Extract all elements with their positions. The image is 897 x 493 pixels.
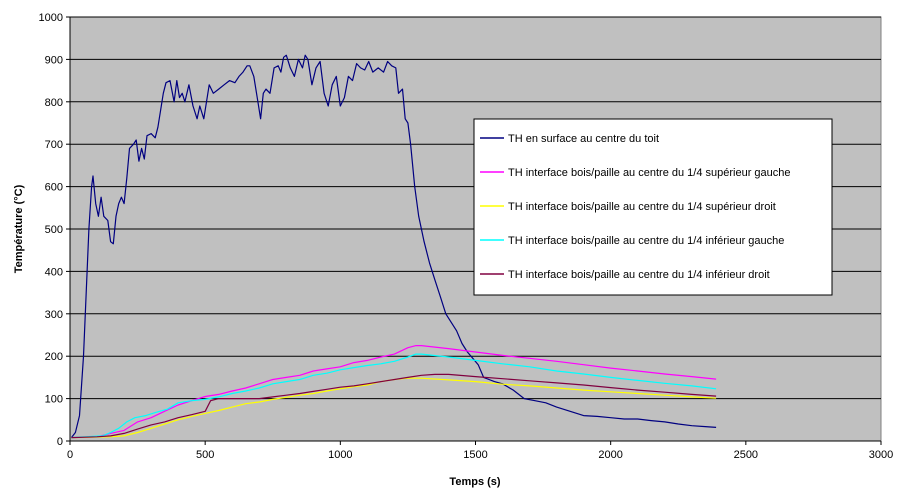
y-tick-label: 800 bbox=[45, 97, 63, 109]
x-tick-label: 1500 bbox=[463, 449, 487, 461]
legend-label-2: TH interface bois/paille au centre du 1/… bbox=[508, 167, 791, 179]
x-tick-label: 2500 bbox=[734, 449, 758, 461]
x-tick-label: 3000 bbox=[869, 449, 893, 461]
y-tick-label: 1000 bbox=[39, 12, 63, 24]
y-axis-title: Température (°C) bbox=[13, 184, 25, 273]
y-tick-label: 900 bbox=[45, 54, 63, 66]
series-line-2 bbox=[71, 345, 717, 439]
legend-label-4: TH interface bois/paille au centre du 1/… bbox=[508, 235, 784, 247]
y-tick-label: 500 bbox=[45, 224, 63, 236]
legend-label-5: TH interface bois/paille au centre du 1/… bbox=[508, 269, 770, 281]
x-axis-title: Temps (s) bbox=[449, 476, 500, 488]
legend-label-1: TH en surface au centre du toit bbox=[508, 133, 659, 145]
y-axis-tick-labels: 0 100 200 300 400 500 600 700 800 900 1000 bbox=[39, 12, 70, 448]
y-tick-label: 200 bbox=[45, 351, 63, 363]
y-tick-label: 700 bbox=[45, 139, 63, 151]
x-tick-label: 0 bbox=[67, 449, 73, 461]
legend-label-3: TH interface bois/paille au centre du 1/… bbox=[508, 201, 776, 213]
x-tick-label: 1000 bbox=[328, 449, 352, 461]
y-tick-label: 100 bbox=[45, 394, 63, 406]
legend-items: TH en surface au centre du toit TH interf… bbox=[480, 133, 791, 281]
series-line-3 bbox=[71, 377, 717, 439]
y-tick-label: 0 bbox=[57, 436, 63, 448]
legend: TH en surface au centre du toit TH interf… bbox=[473, 118, 833, 296]
series-line-4 bbox=[71, 353, 717, 439]
series-line-5 bbox=[71, 373, 717, 439]
y-tick-label: 600 bbox=[45, 182, 63, 194]
y-tick-label: 400 bbox=[45, 266, 63, 278]
legend-box bbox=[473, 118, 833, 296]
series-lines bbox=[70, 54, 717, 439]
x-tick-label: 500 bbox=[196, 449, 214, 461]
x-axis-tick-labels: 0 500 1000 1500 2000 2500 3000 bbox=[67, 441, 893, 461]
x-tick-label: 2000 bbox=[598, 449, 622, 461]
y-tick-label: 300 bbox=[45, 309, 63, 321]
series-line-1 bbox=[70, 54, 717, 438]
